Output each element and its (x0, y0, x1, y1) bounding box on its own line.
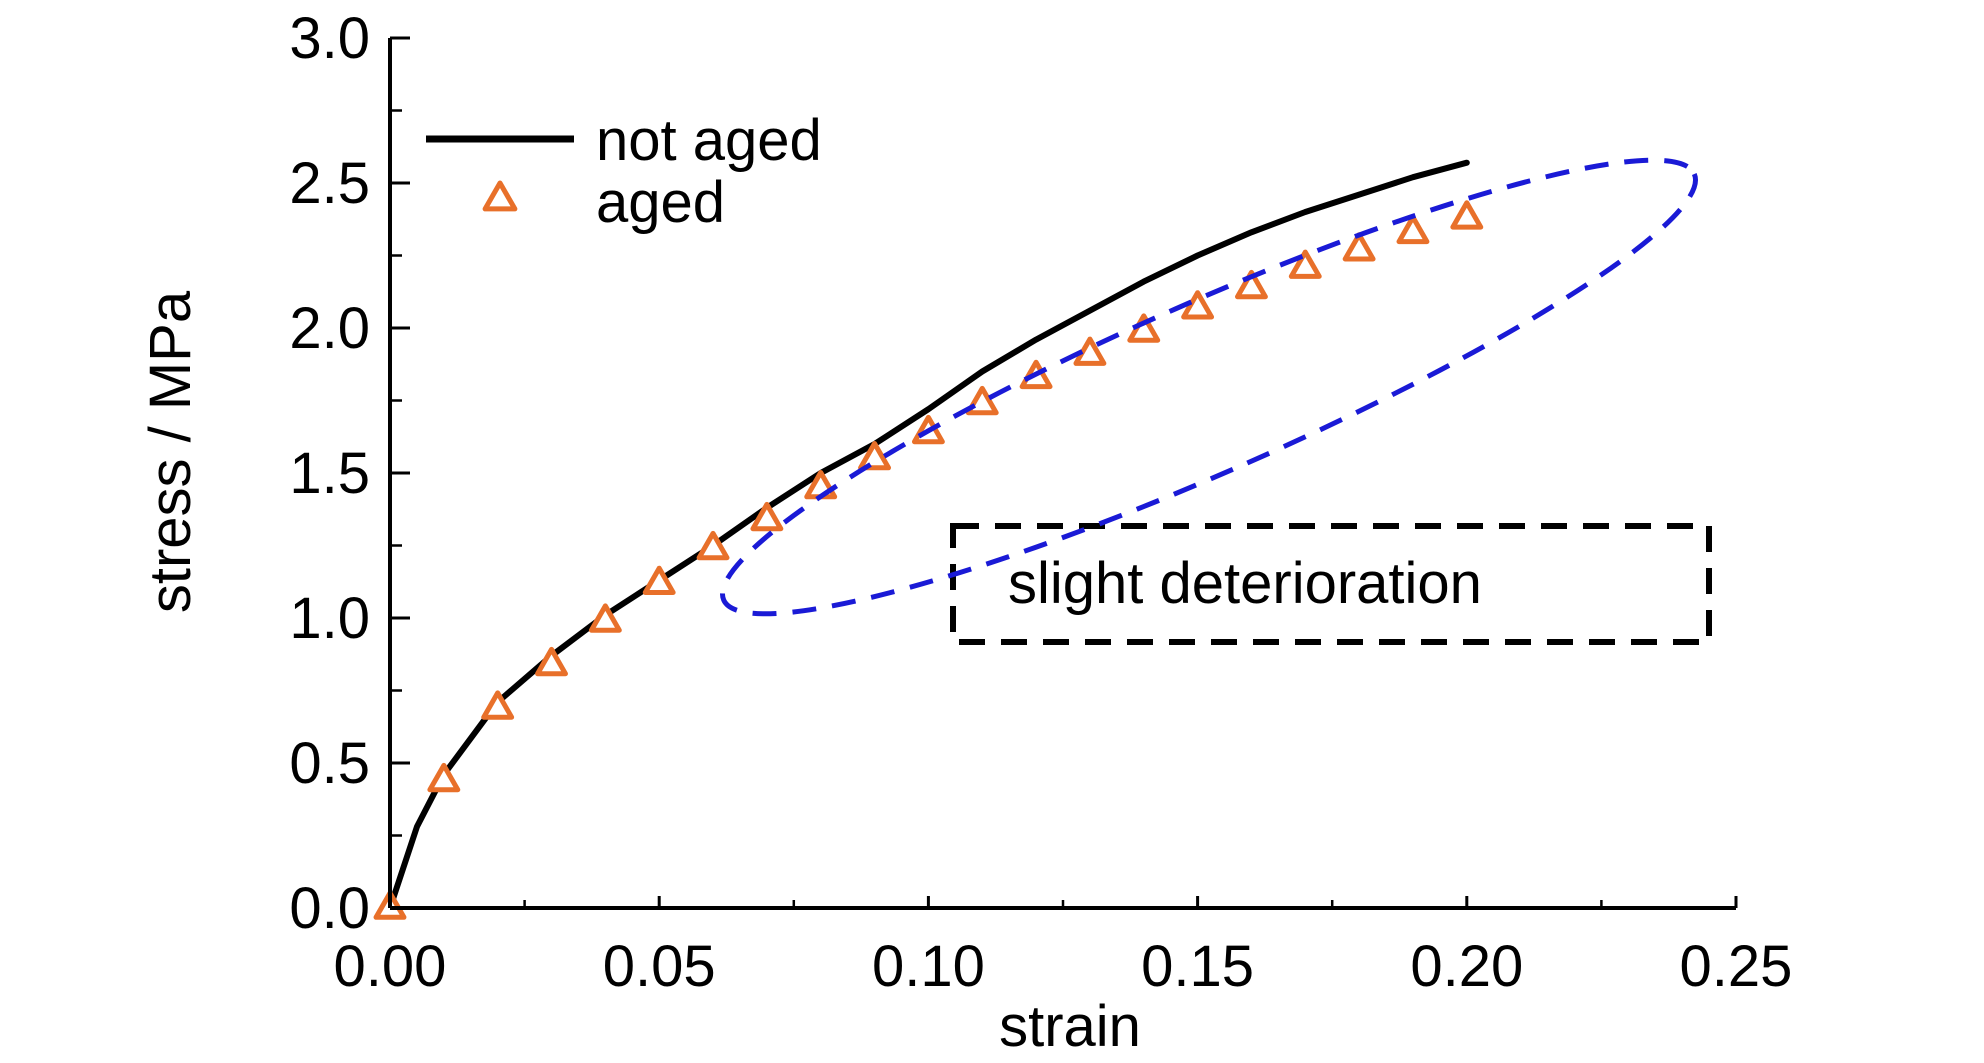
y-axis-title: stress / MPa (138, 290, 203, 613)
legend-marker-swatch (482, 180, 518, 212)
legend-label-not-aged: not aged (596, 108, 822, 173)
y-tick-label: 2.5 (289, 151, 370, 216)
x-tick-label: 0.05 (603, 934, 716, 999)
aged-data-point (1288, 249, 1322, 279)
aged-data-point (1342, 232, 1376, 262)
aged-data-point (1234, 269, 1268, 300)
x-tick-label: 0.10 (872, 934, 985, 999)
x-tick-label: 0.25 (1680, 934, 1793, 999)
y-tick-label: 0.5 (289, 731, 370, 796)
aged-data-point (642, 565, 676, 595)
aged-data-point (858, 441, 892, 471)
x-axis-title: strain (999, 994, 1141, 1059)
y-tick-label: 1.0 (289, 586, 370, 651)
aged-data-point (535, 646, 568, 677)
aged-data-point (481, 690, 515, 720)
aged-data-point (696, 530, 730, 561)
aged-data-point (750, 501, 784, 532)
x-tick-label: 0.20 (1410, 934, 1523, 999)
series-line-not-aged (387, 159, 1470, 911)
y-tick-label: 2.0 (289, 296, 370, 361)
aged-data-point (1073, 336, 1107, 366)
plot-layer (373, 159, 1484, 920)
aged-data-point (1450, 200, 1484, 230)
x-tick-label: 0.00 (334, 934, 447, 999)
aged-data-point (588, 603, 622, 633)
aged-data-point (1396, 214, 1430, 245)
annotation-text: slight deterioration (1008, 551, 1482, 616)
annotation-box (950, 523, 1712, 645)
legend-label-aged: aged (596, 170, 725, 235)
annotation-layer: slight deterioration (719, 157, 1712, 645)
aged-data-point (427, 762, 461, 793)
y-tick-label: 1.5 (289, 441, 370, 506)
x-tick-label: 0.15 (1141, 934, 1254, 999)
axis-layer: 0.00 0.05 0.10 0.15 0.20 0.25 0.0 0.5 1.0 1.5 2.0 2… (289, 6, 1792, 999)
y-tick-label: 3.0 (289, 6, 370, 71)
y-tick-label: 0.0 (289, 876, 370, 941)
